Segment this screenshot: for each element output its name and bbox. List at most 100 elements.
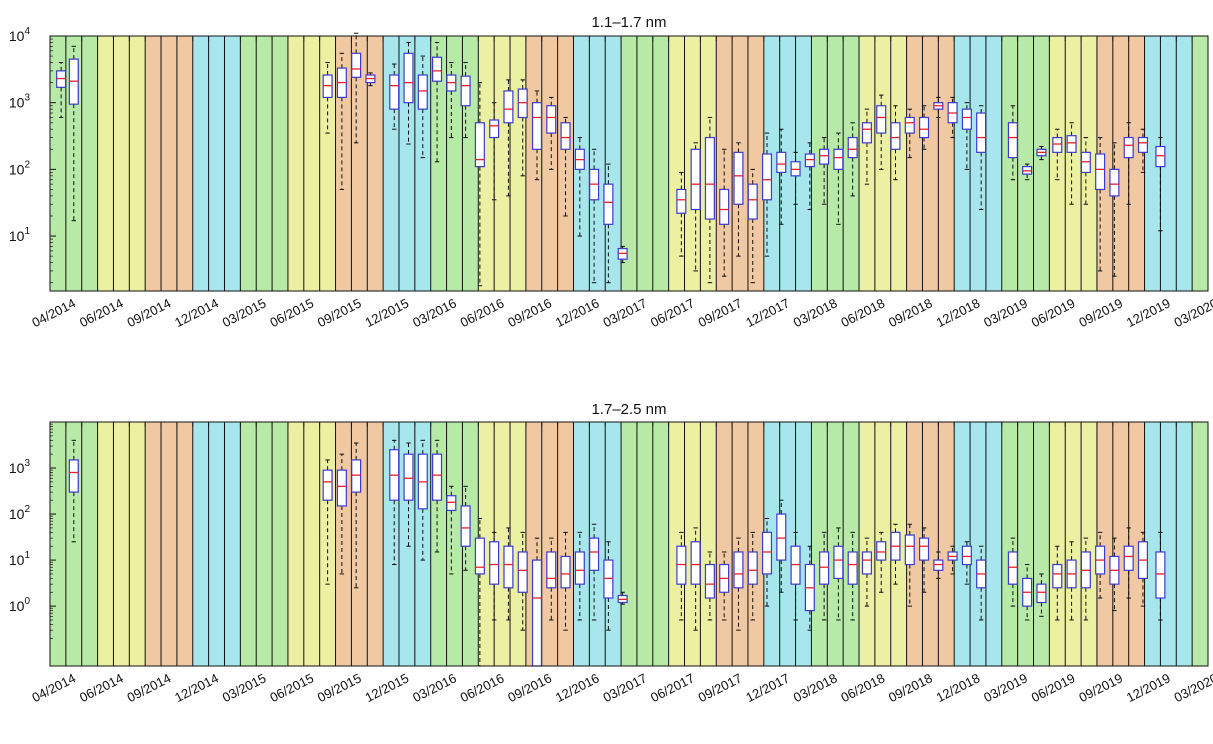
box-plot [761,132,773,257]
box-plot [322,459,333,585]
box-plot [961,541,972,585]
season-band [478,422,526,666]
x-tick-label: 12/2018 [934,670,983,705]
box-plot [819,531,830,621]
season-band [1144,36,1193,291]
season-band [1096,422,1145,666]
box-plot [68,45,79,222]
box-plot [1109,537,1120,612]
box-plot [403,41,414,145]
box-plot [351,32,362,144]
box-iqr [761,153,773,201]
box-plot [1155,137,1166,232]
x-tick-label: 06/2018 [838,670,887,705]
x-tick-label: 04/2014 [29,670,78,705]
x-tick-label: 12/2016 [553,670,602,705]
box-iqr [503,545,514,589]
x-tick-label: 03/2020 [1172,670,1213,705]
chart-title: 1.7–2.5 nm [591,401,666,418]
box-iqr [1155,145,1166,168]
y-tick-label: 103 [9,458,31,476]
box-plot [574,137,585,237]
box-plot [603,163,614,284]
panel-1-1-to-1-7-nm: 101 102 103 104 04/201406/201409/201412/2014… [9,14,1213,330]
box-iqr [776,513,787,561]
box-iqr [919,116,930,139]
box-iqr [1007,551,1018,585]
box-iqr [351,459,362,493]
x-tick-label: 03/2017 [601,295,650,330]
box-plot [919,105,930,150]
x-tick-label: 09/2015 [315,670,364,705]
box-iqr [676,188,687,214]
x-tick-label: 06/2014 [77,670,126,705]
box-iqr [904,116,915,134]
box-iqr [560,555,571,589]
box-iqr [351,52,362,78]
box-plot [919,527,930,593]
x-tick-label: 12/2015 [363,670,412,705]
x-tick-label: 12/2015 [363,295,412,330]
box-iqr [1052,563,1063,589]
x-tick-label: 09/2014 [125,295,174,330]
x-tick-label: 12/2016 [553,295,602,330]
box-plot [847,531,858,621]
box-plot [1022,163,1033,181]
box-plot [947,545,958,575]
box-iqr [1109,168,1120,197]
box-plot [1007,105,1018,181]
x-tick-label: 06/2016 [458,670,507,705]
box-plot [1155,531,1166,621]
x-tick-label: 12/2018 [934,295,983,330]
box-plot [833,132,844,225]
box-plot [961,102,972,170]
x-tick-label: 06/2016 [458,295,507,330]
box-plot [389,439,400,566]
box-plot [560,116,571,217]
x-tick-label: 09/2018 [886,670,935,705]
season-band [145,422,193,666]
y-tick-label: 103 [9,93,31,111]
box-plot [1080,137,1091,205]
x-tick-label: 03/2015 [220,670,269,705]
box-iqr [890,122,901,150]
box-iqr [976,112,987,153]
box-plot [1066,541,1077,621]
box-plot [1095,137,1106,272]
box-iqr [474,537,485,575]
box-iqr [403,52,414,104]
box-iqr [574,551,585,585]
season-band [192,36,241,291]
y-tick-exponent: 2 [24,504,30,515]
season-band [287,422,336,666]
y-tick-label: 104 [9,26,31,44]
x-tick-label: 06/2014 [77,295,126,330]
season-band [192,422,241,666]
x-tick-label: 09/2017 [696,295,745,330]
box-plot [474,82,485,287]
box-plot [733,142,744,257]
box-plot [1123,527,1134,599]
season-band [97,422,146,666]
box-plot [474,518,485,667]
box-plot [761,518,773,607]
box-plot [1137,531,1149,607]
box-plot [589,523,600,621]
box-plot [460,485,471,571]
box-iqr [489,541,500,585]
y-tick-label: 102 [9,159,31,177]
box-iqr [517,551,528,593]
x-tick-label: 09/2019 [1076,670,1125,705]
box-plot [976,545,987,621]
box-iqr [847,136,858,159]
box-iqr [704,136,715,220]
box-plot [432,41,443,163]
x-tick-label: 09/2018 [886,295,935,330]
box-iqr [1036,583,1047,604]
box-iqr [833,148,844,170]
box-plot [617,591,628,605]
y-tick-label: 101 [9,550,31,568]
box-plot [1022,564,1033,621]
box-iqr [531,102,543,150]
